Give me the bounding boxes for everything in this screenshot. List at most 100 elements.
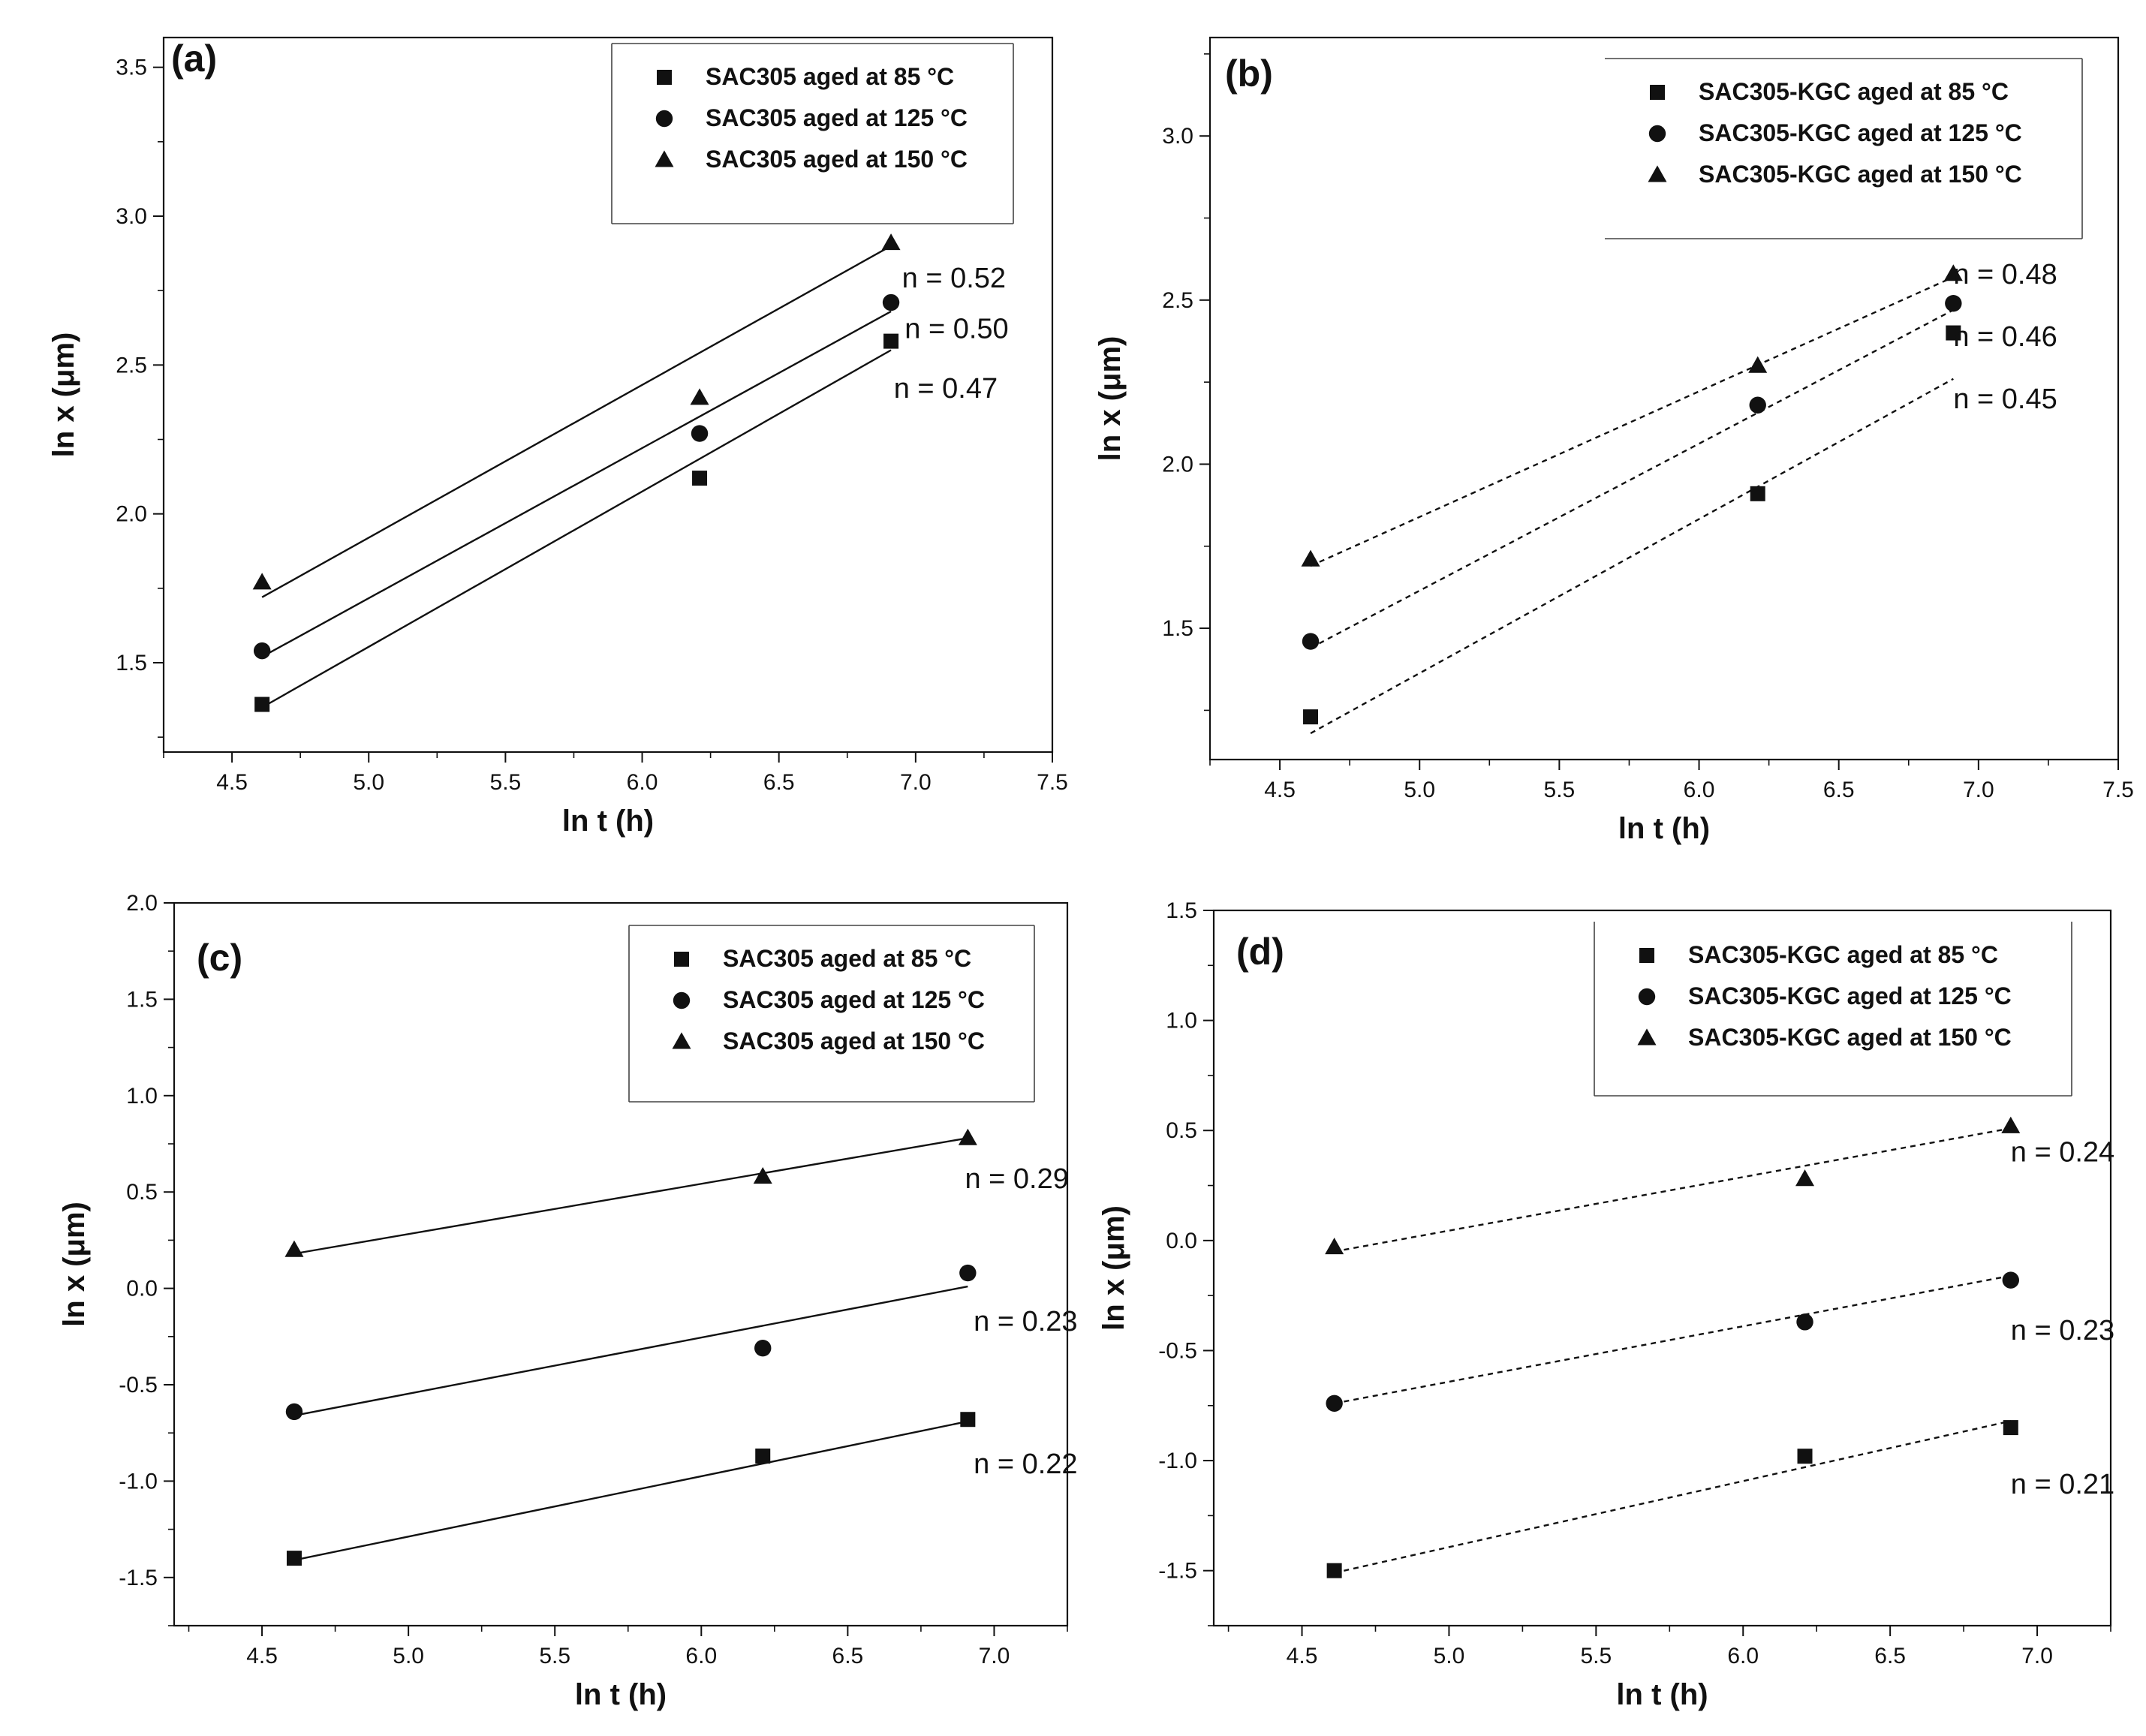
panel-a: 4.5 5.0 5.5 6.0 6.5 7.0 7.5 1.5 2.0 2.5 3.0 3.5 ln t…: [47, 36, 1068, 838]
exponent-label: n = 0.46: [1953, 321, 2057, 353]
x-tick-label: 7.0: [979, 1644, 1010, 1668]
x-axis-label: ln t (h): [575, 1678, 667, 1711]
x-tick-label: 7.5: [2102, 778, 2134, 802]
y-tick-label: -1.0: [119, 1469, 158, 1494]
panel-b-frame: [1208, 36, 2120, 761]
legend: SAC305-KGC aged at 85 °C SAC305-KGC aged …: [1605, 58, 2083, 239]
x-tick-label: 5.5: [539, 1644, 570, 1668]
legend-entry: SAC305 aged at 125 °C: [706, 104, 968, 131]
fit-line-2: [1334, 1127, 2012, 1253]
y-tick-label: 3.0: [116, 204, 147, 229]
fit-line-1: [1334, 1274, 2012, 1405]
y-tick-label: 1.5: [116, 651, 147, 675]
x-axis-label: ln t (h): [562, 805, 654, 838]
y-tick-label: 0.5: [126, 1180, 158, 1205]
exponent-label: n = 0.52: [902, 263, 1006, 294]
x-tick-label: 7.0: [2021, 1644, 2053, 1668]
x-axis-label: ln t (h): [1616, 1678, 1708, 1711]
exponent-label: n = 0.23: [974, 1306, 1077, 1337]
panel-label: (d): [1236, 931, 1284, 973]
y-tick-label: -0.5: [119, 1373, 158, 1398]
panel-label: (c): [197, 937, 242, 979]
data-point-circle: [882, 293, 900, 311]
exponent-label: n = 0.48: [1953, 259, 2057, 290]
legend-marker-circle: [1648, 125, 1666, 143]
data-point-triangle: [1795, 1169, 1815, 1187]
y-axis-label: ln x (μm): [58, 1202, 91, 1327]
legend: SAC305 aged at 85 °C SAC305 aged at 125 °…: [611, 43, 1014, 224]
y-tick-label: 1.5: [1166, 898, 1197, 923]
legend-marker-triangle: [1648, 165, 1667, 182]
fit-line-0: [1310, 378, 1954, 735]
legend-entry: SAC305-KGC aged at 125 °C: [1688, 982, 2012, 1009]
exponent-label: n = 0.47: [894, 373, 998, 405]
y-axis-label: ln x (μm): [47, 332, 80, 458]
data-point-circle: [959, 1264, 977, 1282]
data-point-triangle: [690, 388, 709, 405]
data-point-triangle: [1943, 264, 1963, 281]
x-tick-label: 4.5: [1287, 1644, 1318, 1668]
legend-entry: SAC305 aged at 85 °C: [723, 945, 971, 972]
data-point-triangle: [284, 1240, 304, 1257]
data-point-triangle: [1748, 356, 1768, 373]
exponent-label: n = 0.24: [2011, 1136, 2114, 1168]
y-tick-label: -1.5: [119, 1566, 158, 1590]
fit-line-1: [293, 1285, 968, 1417]
x-tick-label: 4.5: [1264, 778, 1296, 802]
data-point-square: [883, 333, 899, 349]
exponent-label: n = 0.23: [2011, 1315, 2114, 1346]
fit-line-2: [293, 1137, 968, 1255]
legend: SAC305-KGC aged at 85 °C SAC305-KGC aged …: [1594, 922, 2072, 1097]
y-tick-label: 1.0: [126, 1084, 158, 1109]
x-tick-label: 5.0: [353, 770, 384, 795]
panel-d: 4.5 5.0 5.5 6.0 6.5 7.0 -1.5 -1.0 -0.5 0.0 0.5 1.0 1…: [1097, 898, 2114, 1711]
data-point-circle: [253, 642, 271, 660]
y-tick-label: -1.0: [1158, 1449, 1197, 1473]
legend-marker-square: [657, 70, 672, 85]
x-tick-label: 5.0: [393, 1644, 424, 1668]
data-point-square: [1303, 709, 1319, 725]
exponent-label: n = 0.50: [904, 314, 1008, 345]
x-tick-label: 6.5: [832, 1644, 864, 1668]
data-point-triangle: [252, 573, 272, 590]
legend-marker-circle: [673, 991, 691, 1009]
data-point-circle: [1326, 1395, 1343, 1413]
data-point-triangle: [753, 1167, 772, 1184]
data-point-triangle: [881, 233, 901, 251]
legend-marker-triangle: [672, 1032, 691, 1049]
legend-entry: SAC305 aged at 125 °C: [723, 986, 985, 1013]
y-axis-label: ln x (μm): [1094, 336, 1127, 462]
x-tick-label: 6.0: [1684, 778, 1715, 802]
x-tick-label: 6.5: [1874, 1644, 1906, 1668]
fit-line-0: [293, 1420, 968, 1561]
y-axis-label: ln x (μm): [1097, 1205, 1130, 1331]
y-tick-label: -0.5: [1158, 1338, 1197, 1363]
y-tick-label: -1.5: [1158, 1559, 1197, 1584]
fit-line-2: [1310, 276, 1954, 567]
y-tick-label: 0.0: [126, 1277, 158, 1301]
legend-entry: SAC305-KGC aged at 125 °C: [1699, 119, 2022, 146]
data-point-square: [1946, 325, 1961, 341]
data-point-square: [286, 1551, 302, 1566]
panel-label: (b): [1225, 53, 1273, 95]
data-point-circle: [2002, 1271, 2019, 1289]
data-point-triangle: [1325, 1238, 1344, 1255]
x-tick-label: 7.5: [1037, 770, 1068, 795]
legend-entry: SAC305-KGC aged at 150 °C: [1688, 1024, 2012, 1051]
y-tick-label: 2.0: [126, 891, 158, 916]
x-tick-label: 6.5: [1823, 778, 1855, 802]
legend-entry: SAC305-KGC aged at 85 °C: [1688, 941, 1998, 968]
panel-a-frame: [162, 36, 1054, 754]
panel-label: (a): [171, 38, 217, 80]
fit-line-1: [1310, 308, 1954, 649]
data-point-circle: [691, 425, 709, 442]
data-point-circle: [1796, 1313, 1813, 1331]
x-tick-label: 4.5: [246, 1644, 278, 1668]
panel-d-frame: [1212, 909, 2112, 1627]
y-tick-label: 3.0: [1162, 124, 1193, 149]
panel-b: 4.5 5.0 5.5 6.0 6.5 7.0 7.5 1.5 2.0 2.5 3.0 ln t (h…: [1094, 36, 2134, 845]
x-tick-label: 5.0: [1404, 778, 1435, 802]
legend-marker-square: [1639, 948, 1654, 963]
x-tick-label: 5.5: [1544, 778, 1576, 802]
x-tick-label: 6.0: [627, 770, 658, 795]
